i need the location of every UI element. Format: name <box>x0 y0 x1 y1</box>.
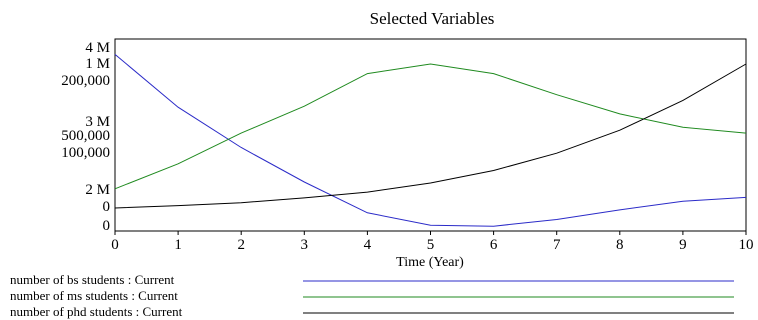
series-lines <box>114 54 747 227</box>
x-tick-label: 5 <box>427 237 435 253</box>
x-tick-label: 6 <box>490 237 498 253</box>
series-line <box>114 63 747 190</box>
y-tick-label: 2 M <box>85 182 110 198</box>
x-tick-label: 7 <box>553 237 561 253</box>
x-tick-label: 9 <box>679 237 687 253</box>
x-tick-label: 8 <box>616 237 624 253</box>
series-line <box>114 54 747 227</box>
y-tick-label: 3 M <box>85 114 110 130</box>
y-tick-label: 4 M <box>85 40 110 56</box>
x-tick-label: 10 <box>739 237 754 253</box>
legend-label: number of phd students : Current <box>10 304 183 319</box>
x-tick-label: 3 <box>301 237 309 253</box>
x-axis: 0 1 2 3 4 5 6 7 8 9 10 <box>111 231 754 253</box>
legend-label: number of ms students : Current <box>10 288 178 303</box>
y-tick-label: 100,000 <box>61 145 110 161</box>
y-tick-label: 0 <box>103 199 111 215</box>
series-line <box>114 63 747 209</box>
x-axis-label: Time (Year) <box>396 255 464 270</box>
y-tick-label: 200,000 <box>61 73 110 89</box>
x-tick-label: 1 <box>174 237 182 253</box>
y-tick-label: 500,000 <box>61 128 110 144</box>
legend-label: number of bs students : Current <box>10 272 175 287</box>
y-tick-label: 0 <box>103 218 111 234</box>
x-tick-label: 4 <box>364 237 372 253</box>
chart-title: Selected Variables <box>370 9 495 28</box>
x-tick-label: 0 <box>111 237 119 253</box>
y-axis-ticks: 4 M 3 M 2 M 1 M 500,000 0 200,000 100,000 0 <box>61 40 110 234</box>
y-tick-label: 1 M <box>85 56 110 72</box>
plot-frame <box>114 38 747 232</box>
x-tick-label: 2 <box>237 237 245 253</box>
